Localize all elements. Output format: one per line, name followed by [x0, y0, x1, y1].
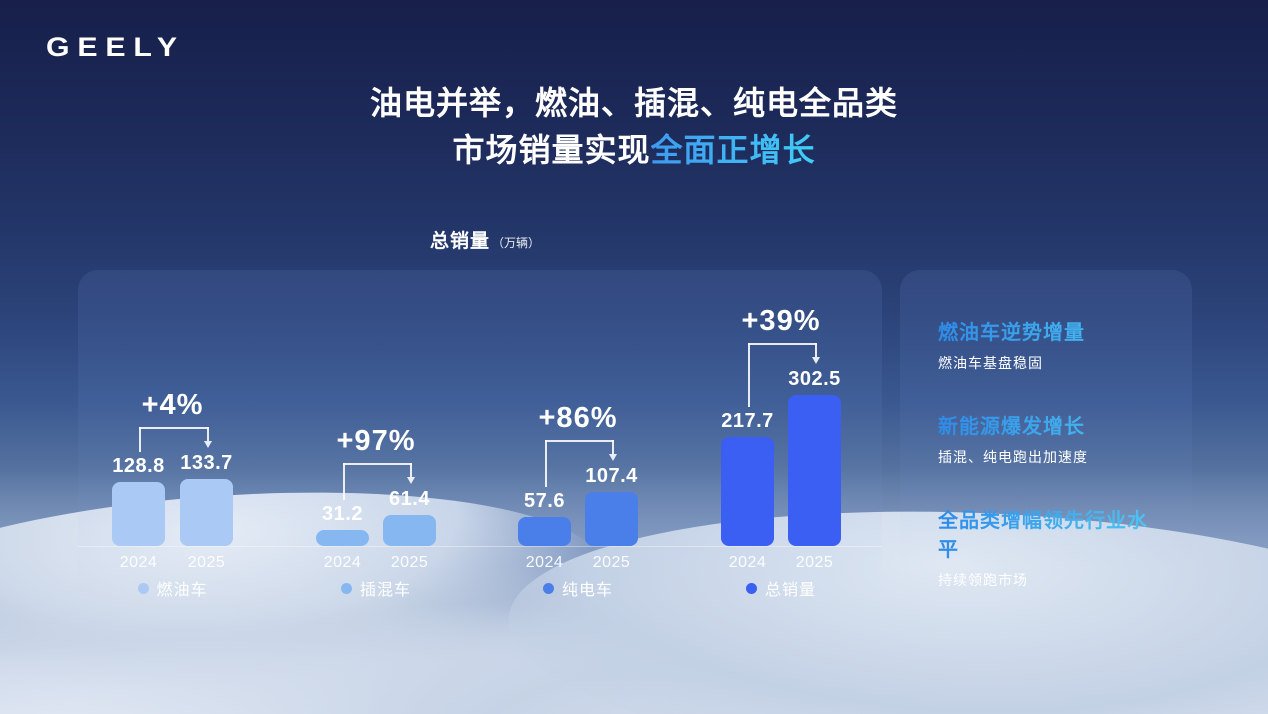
axis-label-bev-2024: 2024 [525, 554, 564, 571]
axis-label-fuel-2024: 2024 [119, 554, 158, 571]
legend-dot-phev [340, 582, 352, 594]
axis-label-fuel-2025: 2025 [187, 554, 226, 571]
insights-panel: 燃油车逆势增量 燃油车基盘稳固 新能源爆发增长 插混、纯电跑出加速度 全品类增幅… [900, 270, 1192, 588]
geely-logo: GEELY [46, 32, 185, 62]
value-label-fuel-2025: 133.7 [180, 452, 233, 475]
growth-bracket-top-phev [342, 463, 412, 466]
growth-bracket-top-total [747, 342, 817, 345]
value-label-fuel-2024: 128.8 [112, 454, 165, 477]
axis-label-phev-2025: 2025 [390, 554, 429, 571]
page-title: 油电并举，燃油、插混、纯电全品类 市场销量实现全面正增长 [0, 80, 1268, 174]
growth-arrow-icon-fuel [203, 441, 212, 449]
value-label-bev-2025: 107.4 [585, 465, 638, 488]
bar-phev-2025 [383, 515, 436, 546]
insight-all-title: 全品类增幅领先行业水平 [938, 504, 1162, 562]
insight-fuel-subtitle: 燃油车基盘稳固 [938, 355, 1043, 371]
insight-all-subtitle: 持续领跑市场 [938, 572, 1028, 588]
bar-bev-2024 [518, 517, 571, 546]
axis-label-bev-2025: 2025 [592, 554, 631, 571]
growth-bracket-right-leg-phev [409, 463, 412, 478]
growth-bracket-left-leg-phev [342, 463, 345, 501]
insight-all: 全品类增幅领先行业水平 持续领跑市场 [938, 504, 1162, 590]
growth-bracket-left-leg-fuel [138, 427, 141, 452]
chart-heading-label: 总销量 [430, 231, 491, 252]
title-line-2-highlight: 全面正增长 [650, 132, 816, 168]
legend-item-bev: 纯电车 [542, 576, 614, 600]
legend-label-phev: 插混车 [359, 582, 412, 599]
growth-label-phev: +97% [336, 425, 416, 458]
growth-bracket-left-leg-bev [544, 440, 547, 488]
growth-bracket-left-leg-total [747, 342, 750, 408]
bar-bev-2025 [585, 492, 638, 546]
insight-nev: 新能源爆发增长 插混、纯电跑出加速度 [938, 410, 1162, 467]
bar-fuel-2024 [112, 481, 165, 546]
growth-arrow-icon-bev [608, 454, 617, 462]
legend-item-total: 总销量 [745, 576, 817, 600]
bar-total-2024 [721, 437, 774, 546]
legend-label-fuel: 燃油车 [156, 582, 208, 599]
legend-label-total: 总销量 [764, 582, 817, 599]
insight-nev-subtitle: 插混、纯电跑出加速度 [938, 449, 1088, 465]
insight-fuel: 燃油车逆势增量 燃油车基盘稳固 [938, 316, 1162, 373]
legend-dot-fuel [137, 582, 149, 594]
bar-fuel-2025 [180, 479, 233, 546]
legend-dot-total [745, 582, 757, 594]
growth-bracket-right-leg-fuel [206, 427, 209, 442]
axis-label-total-2024: 2024 [728, 554, 767, 571]
legend-item-fuel: 燃油车 [137, 576, 207, 600]
growth-label-bev: +86% [538, 402, 618, 435]
growth-bracket-top-fuel [138, 427, 209, 430]
legend-label-bev: 纯电车 [561, 582, 614, 599]
value-label-phev-2024: 31.2 [322, 503, 363, 526]
value-label-total-2025: 302.5 [788, 367, 841, 390]
value-label-phev-2025: 61.4 [389, 488, 430, 511]
x-axis-line [78, 546, 882, 547]
growth-bracket-top-bev [544, 440, 614, 443]
legend-dot-bev [542, 582, 554, 594]
bar-total-2025 [788, 394, 841, 546]
legend-item-phev: 插混车 [340, 576, 412, 600]
growth-bracket-right-leg-bev [611, 440, 614, 455]
growth-label-total: +39% [741, 304, 821, 337]
sales-bar-chart: 128.8 2024 133.7 2025 +4% 燃油车 31.2 2024 61.4 2025… [78, 270, 882, 604]
growth-bracket-right-leg-total [814, 342, 817, 357]
value-label-bev-2024: 57.6 [524, 490, 565, 513]
title-line-2: 市场销量实现全面正增长 [0, 127, 1268, 174]
bar-phev-2024 [316, 530, 369, 546]
axis-label-phev-2024: 2024 [323, 554, 362, 571]
insight-nev-title: 新能源爆发增长 [938, 410, 1162, 439]
value-label-total-2024: 217.7 [721, 410, 774, 433]
axis-label-total-2025: 2025 [795, 554, 834, 571]
growth-arrow-icon-total [811, 356, 820, 364]
chart-heading-unit: （万辆） [492, 236, 541, 250]
title-line-2-prefix: 市场销量实现 [452, 132, 651, 168]
insight-fuel-title: 燃油车逆势增量 [938, 316, 1162, 345]
chart-heading: 总销量 （万辆） [430, 226, 540, 253]
growth-label-fuel: +4% [141, 389, 204, 422]
growth-arrow-icon-phev [406, 477, 415, 485]
title-line-1: 油电并举，燃油、插混、纯电全品类 [369, 85, 898, 121]
